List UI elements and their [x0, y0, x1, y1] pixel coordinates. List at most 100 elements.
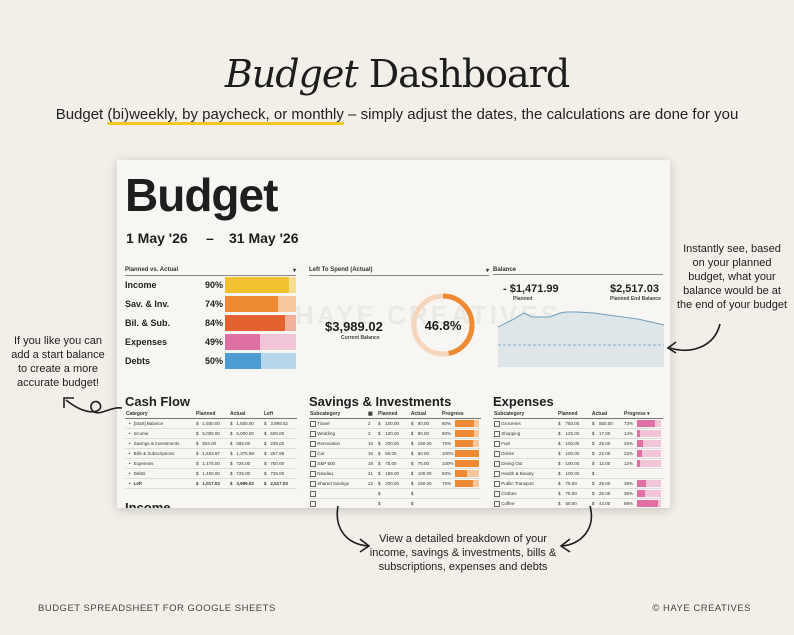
planned-cell[interactable]: 750.00 — [564, 418, 591, 429]
row-checkbox[interactable] — [310, 470, 316, 477]
row-checkbox[interactable] — [494, 470, 500, 477]
day-cell[interactable]: 19 — [367, 458, 377, 469]
cell[interactable]: 1,475.00 — [201, 458, 229, 469]
actual-cell[interactable]: 80.00 — [416, 428, 441, 439]
dropdown-icon[interactable]: ▾ — [485, 268, 489, 274]
cell[interactable]: $ — [228, 478, 236, 489]
actual-cell[interactable]: 29.00 — [598, 478, 623, 489]
planned-cell[interactable]: 125.00 — [564, 428, 591, 439]
actual-cell[interactable]: 150.00 — [416, 438, 441, 449]
subcategory-cell[interactable]: Renovation — [317, 440, 341, 446]
cell[interactable]: 500.00 — [269, 428, 297, 439]
planned-cell[interactable]: 100.00 — [384, 428, 410, 439]
subcategory-cell[interactable]: Travel — [317, 420, 330, 426]
cell[interactable]: 1,450.00 — [201, 468, 229, 479]
actual-cell[interactable]: 150.00 — [416, 478, 441, 489]
cell[interactable]: 3,989.02 — [269, 418, 297, 429]
actual-cell[interactable]: 17.00 — [598, 428, 623, 439]
actual-cell[interactable]: 26.00 — [598, 488, 623, 499]
row-checkbox[interactable] — [310, 500, 316, 507]
category-cell[interactable]: [Start] Balance — [133, 421, 164, 426]
cell[interactable]: 257.99 — [269, 448, 297, 459]
cell[interactable]: $ — [195, 428, 202, 439]
actual-cell[interactable]: 75.00 — [416, 458, 441, 469]
day-cell[interactable] — [367, 488, 377, 499]
planned-cell[interactable]: 75.00 — [564, 478, 591, 489]
cell[interactable]: 924.00 — [201, 438, 229, 449]
start-date[interactable]: 1 May '26 — [126, 230, 188, 246]
day-cell[interactable]: 16 — [367, 448, 377, 459]
cell[interactable]: 1,017.03 — [201, 478, 229, 489]
subcategory-cell[interactable]: Health & Beauty — [501, 470, 534, 476]
row-checkbox[interactable] — [494, 420, 500, 427]
cell[interactable]: 5,000.00 — [201, 428, 229, 439]
day-cell[interactable]: 22 — [367, 478, 377, 489]
cell[interactable]: $ — [195, 478, 202, 489]
actual-cell[interactable]: 50.00 — [416, 448, 441, 459]
planned-cell[interactable]: 50.00 — [384, 448, 410, 459]
cell[interactable]: $ — [228, 438, 236, 449]
row-checkbox[interactable] — [310, 450, 316, 457]
row-checkbox[interactable] — [310, 440, 316, 447]
actual-cell[interactable]: 80.00 — [416, 418, 441, 429]
cell[interactable]: $ — [262, 418, 270, 429]
row-checkbox[interactable] — [494, 460, 500, 467]
actual-cell[interactable] — [416, 488, 441, 499]
subcategory-cell[interactable]: Dining Out — [501, 460, 523, 466]
cell[interactable]: $ — [195, 448, 202, 459]
row-checkbox[interactable] — [494, 500, 500, 507]
planned-cell[interactable]: 100.00 — [564, 438, 591, 449]
category-cell[interactable]: Debts — [133, 471, 146, 476]
cell[interactable]: $ — [228, 448, 236, 459]
category-cell[interactable]: Savings & Investments — [133, 441, 180, 446]
row-checkbox[interactable] — [494, 440, 500, 447]
actual-cell[interactable] — [598, 468, 623, 479]
planned-cell[interactable]: 50.00 — [564, 498, 591, 508]
row-checkbox[interactable] — [310, 490, 316, 497]
cell[interactable]: $ — [262, 448, 270, 459]
actual-cell[interactable] — [416, 498, 441, 508]
cell[interactable]: $ — [262, 478, 270, 489]
row-checkbox[interactable] — [310, 430, 316, 437]
actual-cell[interactable]: 100.00 — [416, 468, 441, 479]
day-cell[interactable]: 21 — [367, 468, 377, 479]
end-date[interactable]: 31 May '26 — [229, 230, 299, 246]
cell[interactable]: 725.00 — [235, 468, 263, 479]
planned-cell[interactable]: 75.00 — [564, 488, 591, 499]
planned-cell[interactable]: 100.00 — [564, 448, 591, 459]
cell[interactable]: $ — [195, 458, 202, 469]
cell[interactable]: 1,375.98 — [235, 448, 263, 459]
category-cell[interactable]: Bills & Subscriptions — [133, 451, 175, 456]
cell[interactable]: $ — [195, 438, 202, 449]
cell[interactable]: $ — [262, 438, 270, 449]
planned-cell[interactable]: 100.00 — [564, 468, 591, 479]
cell[interactable]: $ — [195, 418, 202, 429]
cell[interactable]: $ — [262, 428, 270, 439]
cell[interactable]: 6,000.00 — [235, 428, 263, 439]
row-checkbox[interactable] — [310, 480, 316, 487]
category-cell[interactable]: Left — [133, 481, 142, 486]
planned-cell[interactable] — [384, 488, 410, 499]
cell[interactable]: 725.00 — [235, 458, 263, 469]
cell[interactable]: 2,517.03 — [269, 478, 297, 489]
cell[interactable]: 1,633.97 — [201, 448, 229, 459]
planned-cell[interactable]: 75.00 — [384, 458, 410, 469]
day-cell[interactable]: 2 — [367, 418, 377, 429]
dropdown-icon[interactable]: ▾ — [647, 411, 650, 417]
cell[interactable]: 1,500.00 — [201, 418, 229, 429]
actual-cell[interactable]: 22.00 — [598, 448, 623, 459]
planned-cell[interactable]: 100.00 — [384, 418, 410, 429]
row-checkbox[interactable] — [494, 450, 500, 457]
cell[interactable]: $ — [228, 418, 236, 429]
subcategory-cell[interactable]: Coffee — [501, 500, 515, 506]
cell[interactable]: $ — [262, 458, 270, 469]
dropdown-icon[interactable]: ▾ — [292, 268, 296, 274]
day-cell[interactable]: 2 — [367, 428, 377, 439]
planned-cell[interactable]: 200.00 — [384, 438, 410, 449]
subcategory-cell[interactable]: S&P 500 — [317, 460, 335, 466]
planned-cell[interactable]: 100.00 — [564, 458, 591, 469]
day-cell[interactable] — [367, 498, 377, 508]
cell[interactable]: 750.00 — [269, 458, 297, 469]
row-checkbox[interactable] — [494, 490, 500, 497]
subcategory-cell[interactable]: Groceries — [501, 420, 521, 426]
